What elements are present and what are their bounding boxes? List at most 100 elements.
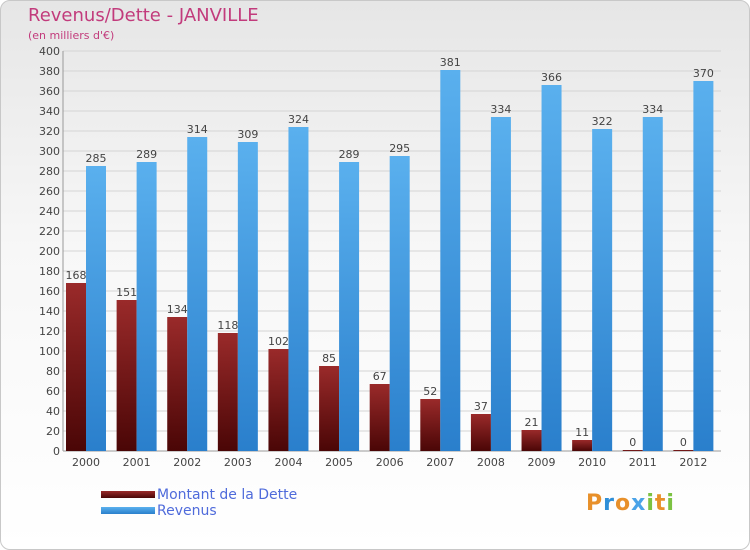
x-tick-label-2008: 2008: [477, 456, 505, 469]
debt-value-label-2006: 67: [373, 370, 387, 383]
debt-bar-2008: [470, 414, 491, 451]
debt-bar-2001: [116, 300, 137, 451]
y-tick-label: 300: [39, 145, 60, 158]
debt-value-label-2005: 85: [322, 352, 336, 365]
y-tick-label: 280: [39, 165, 60, 178]
y-tick-label: 180: [39, 265, 60, 278]
x-tick-label-2001: 2001: [123, 456, 151, 469]
y-tick-label: 140: [39, 305, 60, 318]
x-tick-label-2005: 2005: [325, 456, 353, 469]
y-tick-label: 400: [39, 45, 60, 58]
revenue-bar-2004: [288, 127, 309, 451]
y-tick-label: 0: [53, 445, 60, 458]
revenue-bar-2011: [642, 117, 663, 451]
revenue-value-label-2001: 289: [136, 148, 157, 161]
legend-swatch-revenue: [101, 507, 155, 514]
debt-bar-2007: [420, 399, 441, 451]
debt-bar-2003: [217, 333, 238, 451]
logo-letter: i: [666, 491, 675, 516]
y-tick-label: 80: [46, 365, 60, 378]
x-tick-label-2007: 2007: [426, 456, 454, 469]
y-tick-label: 320: [39, 125, 60, 138]
revenue-value-label-2009: 366: [541, 71, 562, 84]
debt-bar-2002: [167, 317, 188, 451]
revenue-value-label-2007: 381: [440, 56, 461, 69]
x-tick-label-2003: 2003: [224, 456, 252, 469]
revenue-bar-2000: [86, 166, 106, 451]
debt-value-label-2004: 102: [268, 335, 289, 348]
debt-value-label-2009: 21: [525, 416, 539, 429]
revenue-value-label-2002: 314: [187, 123, 208, 136]
x-tick-label-2004: 2004: [274, 456, 302, 469]
revenue-value-label-2010: 322: [592, 115, 613, 128]
debt-value-label-2008: 37: [474, 400, 488, 413]
revenue-value-label-2005: 289: [339, 148, 360, 161]
y-tick-label: 100: [39, 345, 60, 358]
legend-label-debt: Montant de la Dette: [157, 487, 298, 503]
proxiti-logo: Proxiti: [586, 491, 675, 516]
logo-letter: x: [631, 491, 647, 516]
revenue-bar-2003: [237, 142, 258, 451]
revenue-value-label-2003: 309: [237, 128, 258, 141]
debt-bar-2005: [319, 366, 340, 451]
y-tick-label: 120: [39, 325, 60, 338]
logo-letter: P: [586, 491, 604, 516]
revenue-bar-2001: [136, 162, 157, 451]
x-tick-label-2010: 2010: [578, 456, 606, 469]
x-tick-label-2011: 2011: [629, 456, 657, 469]
x-tick-label-2000: 2000: [72, 456, 100, 469]
debt-bar-2010: [572, 440, 593, 451]
y-tick-label: 360: [39, 85, 60, 98]
debt-value-label-2002: 134: [167, 303, 188, 316]
legend-label-revenue: Revenus: [157, 503, 217, 519]
legend-swatch-debt: [101, 491, 155, 498]
y-tick-label: 340: [39, 105, 60, 118]
debt-value-label-2000: 168: [66, 269, 87, 282]
revenue-value-label-2004: 324: [288, 113, 309, 126]
debt-bar-2011: [622, 450, 643, 451]
debt-bar-2012: [673, 450, 694, 451]
revenue-bar-2006: [389, 156, 410, 451]
revenue-bar-2008: [490, 117, 511, 451]
x-tick-label-2012: 2012: [679, 456, 707, 469]
revenue-value-label-2012: 370: [693, 67, 714, 80]
debt-value-label-2003: 118: [217, 319, 238, 332]
revenue-bar-2010: [592, 129, 613, 451]
y-tick-label: 60: [46, 385, 60, 398]
y-tick-label: 220: [39, 225, 60, 238]
y-tick-label: 260: [39, 185, 60, 198]
x-tick-label-2006: 2006: [376, 456, 404, 469]
revenue-bar-2002: [187, 137, 208, 451]
debt-value-label-2007: 52: [423, 385, 437, 398]
debt-value-label-2010: 11: [575, 426, 589, 439]
revenue-bar-2005: [339, 162, 360, 451]
logo-letter: i: [646, 491, 655, 516]
debt-value-label-2001: 151: [116, 286, 137, 299]
logo-letter: o: [614, 491, 632, 516]
chart-subtitle: (en milliers d'€): [28, 29, 115, 42]
logo-letter: r: [603, 491, 615, 516]
x-tick-label-2002: 2002: [173, 456, 201, 469]
debt-bar-2000: [66, 283, 86, 451]
debt-value-label-2011: 0: [629, 436, 636, 449]
x-tick-label-2009: 2009: [528, 456, 556, 469]
revenue-value-label-2006: 295: [389, 142, 410, 155]
chart-title: Revenus/Dette - JANVILLE: [28, 5, 259, 26]
revenue-value-label-2011: 334: [642, 103, 663, 116]
debt-bar-2009: [521, 430, 542, 451]
debt-value-label-2012: 0: [680, 436, 687, 449]
debt-bar-2006: [369, 384, 390, 451]
revenue-value-label-2000: 285: [86, 152, 107, 165]
revenue-bar-2012: [693, 81, 714, 451]
y-tick-label: 160: [39, 285, 60, 298]
y-tick-label: 240: [39, 205, 60, 218]
revenue-bar-2009: [541, 85, 562, 451]
revenue-bar-2007: [440, 70, 461, 451]
y-tick-label: 380: [39, 65, 60, 78]
debt-bar-2004: [268, 349, 289, 451]
y-tick-label: 40: [46, 405, 60, 418]
y-tick-label: 20: [46, 425, 60, 438]
y-tick-label: 200: [39, 245, 60, 258]
